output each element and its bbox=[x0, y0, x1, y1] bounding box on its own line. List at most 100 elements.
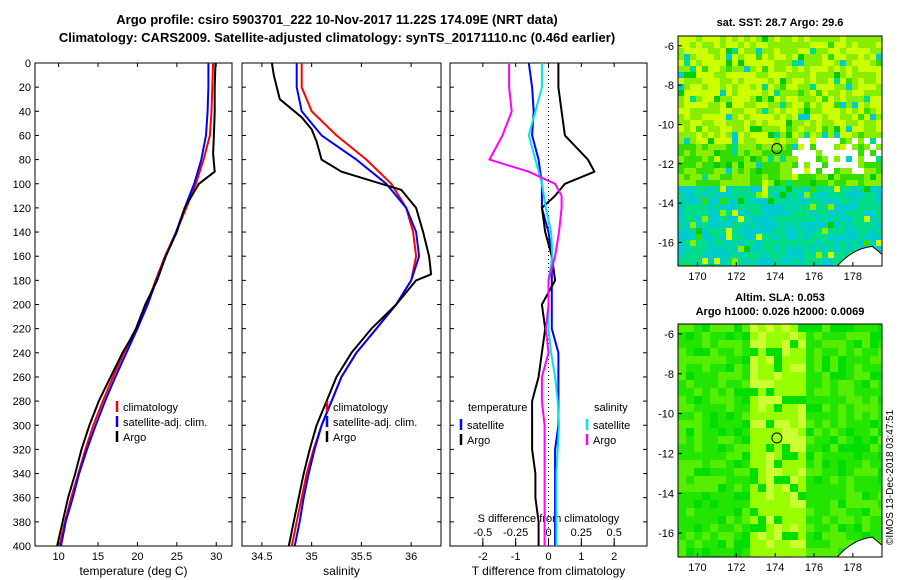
map-cell bbox=[798, 78, 804, 84]
map-cell bbox=[718, 428, 726, 436]
map-cell bbox=[714, 168, 720, 174]
map-cell bbox=[830, 380, 838, 388]
map-cell bbox=[718, 348, 726, 356]
map-cell bbox=[702, 516, 710, 524]
map-cell bbox=[720, 48, 726, 54]
map-cell bbox=[828, 180, 834, 186]
map-cell bbox=[774, 204, 780, 210]
map-cell bbox=[878, 500, 882, 508]
map-cell bbox=[720, 54, 726, 60]
map-cell bbox=[822, 96, 828, 102]
map-cell bbox=[708, 168, 714, 174]
map-cell bbox=[690, 78, 696, 84]
map-cell bbox=[814, 508, 822, 516]
map-cell bbox=[702, 452, 710, 460]
map-cell bbox=[834, 252, 840, 258]
map-cell bbox=[786, 210, 792, 216]
map-cell bbox=[834, 78, 840, 84]
map-cell bbox=[782, 324, 790, 332]
map-cell bbox=[780, 84, 786, 90]
map-cell bbox=[780, 90, 786, 96]
map-cell bbox=[876, 90, 882, 96]
map-cell bbox=[726, 114, 732, 120]
legend-label: satellite bbox=[593, 420, 630, 432]
map-cell bbox=[678, 54, 684, 60]
map-cell bbox=[798, 36, 804, 42]
map-cell bbox=[750, 444, 758, 452]
map-cell bbox=[774, 364, 782, 372]
map-cell bbox=[696, 60, 702, 66]
map-cell bbox=[798, 60, 804, 66]
map-cell bbox=[696, 108, 702, 114]
map-cell bbox=[750, 420, 758, 428]
map-cell bbox=[774, 324, 782, 332]
map-cell bbox=[774, 428, 782, 436]
map-cell bbox=[858, 234, 864, 240]
map-cell bbox=[854, 452, 862, 460]
map-cell bbox=[858, 114, 864, 120]
map-cell bbox=[734, 372, 742, 380]
map-cell bbox=[852, 126, 858, 132]
map-cell bbox=[864, 228, 870, 234]
map-cell bbox=[678, 396, 686, 404]
map-cell bbox=[734, 460, 742, 468]
map-cell bbox=[758, 476, 766, 484]
map-cell bbox=[732, 102, 738, 108]
map-cell bbox=[816, 216, 822, 222]
map-cell bbox=[798, 380, 806, 388]
map-cell bbox=[864, 102, 870, 108]
map-cell bbox=[708, 150, 714, 156]
map-cell bbox=[828, 234, 834, 240]
map-cell bbox=[780, 138, 786, 144]
map-cell bbox=[852, 78, 858, 84]
map-cell bbox=[696, 84, 702, 90]
map-cell bbox=[782, 444, 790, 452]
map-cell bbox=[830, 524, 838, 532]
map-cell bbox=[806, 548, 814, 556]
map-cell bbox=[878, 436, 882, 444]
map-cell bbox=[702, 180, 708, 186]
map-cell bbox=[864, 96, 870, 102]
map-cell bbox=[750, 96, 756, 102]
map-cell bbox=[878, 356, 882, 364]
map-cell bbox=[694, 340, 702, 348]
map-cell bbox=[870, 114, 876, 120]
map-cell bbox=[756, 264, 762, 266]
map-cell bbox=[864, 48, 870, 54]
map-cell bbox=[816, 252, 822, 258]
map-cell bbox=[804, 60, 810, 66]
map-cell bbox=[768, 162, 774, 168]
map-cell bbox=[726, 356, 734, 364]
map-cell bbox=[702, 500, 710, 508]
map-cell bbox=[768, 54, 774, 60]
map-cell bbox=[780, 102, 786, 108]
map-cell bbox=[726, 540, 734, 548]
map-cell bbox=[782, 524, 790, 532]
map-cell bbox=[810, 84, 816, 90]
map-cell bbox=[690, 156, 696, 162]
map-cell bbox=[840, 60, 846, 66]
map-cell bbox=[678, 36, 684, 42]
map-cell bbox=[810, 210, 816, 216]
map-cell bbox=[756, 204, 762, 210]
map-cell bbox=[840, 108, 846, 114]
map-cell bbox=[822, 396, 830, 404]
map-cell bbox=[710, 460, 718, 468]
map-cell bbox=[750, 114, 756, 120]
map-cell bbox=[864, 84, 870, 90]
map-cell bbox=[690, 102, 696, 108]
map-cell bbox=[750, 264, 756, 266]
map-cell bbox=[840, 54, 846, 60]
map-cell bbox=[742, 324, 750, 332]
map-cell bbox=[710, 340, 718, 348]
map-cell bbox=[768, 222, 774, 228]
x2-axis-label: S difference from climatology bbox=[478, 513, 620, 525]
map-cell bbox=[782, 468, 790, 476]
legend-title-salinity: salinity bbox=[594, 402, 628, 414]
map-cell bbox=[762, 36, 768, 42]
map-cell bbox=[758, 356, 766, 364]
map-cell bbox=[744, 216, 750, 222]
map-cell bbox=[858, 174, 864, 180]
map-cell bbox=[758, 420, 766, 428]
